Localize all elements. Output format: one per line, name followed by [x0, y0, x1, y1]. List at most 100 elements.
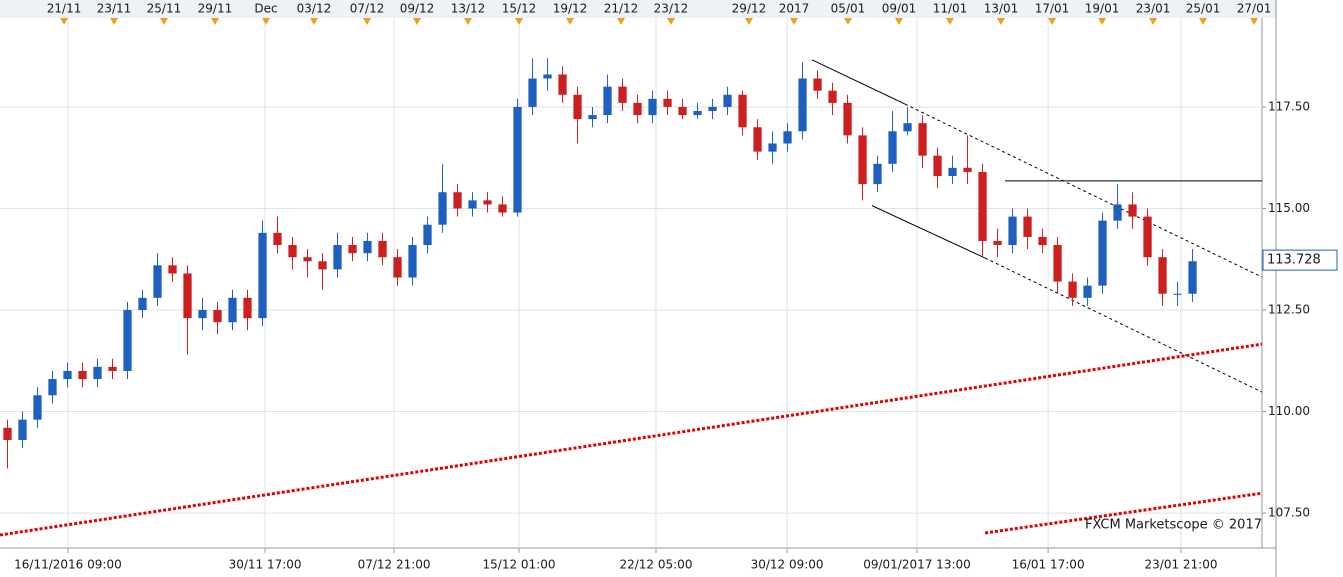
top-tick-label: 19/12 [553, 2, 588, 16]
candle-body [723, 94, 732, 107]
candle-body [153, 265, 162, 298]
top-tick-label: 15/12 [502, 2, 537, 16]
candle-body [498, 204, 507, 213]
candle-body [78, 370, 87, 380]
candle-body [363, 240, 372, 254]
top-tick-marker [1149, 18, 1158, 25]
top-tick-label: 05/01 [831, 2, 866, 16]
candle-body [648, 98, 657, 116]
top-tick-label: 2017 [779, 2, 810, 16]
top-tick-marker [945, 18, 954, 25]
candle-body [1008, 216, 1017, 246]
candle-body [48, 379, 57, 396]
x-tick-label: 30/11 17:00 [229, 558, 302, 572]
candle-body [198, 310, 207, 319]
candle-body [543, 74, 552, 79]
top-tick-marker [894, 18, 903, 25]
top-tick-label: 23/12 [654, 2, 689, 16]
candle-body [33, 395, 42, 420]
top-tick-marker [996, 18, 1005, 25]
candle-body [123, 310, 132, 371]
top-tick-marker [1098, 18, 1107, 25]
candle-body [1143, 216, 1152, 258]
top-tick-marker [1047, 18, 1056, 25]
trendline [871, 205, 986, 259]
top-tick-label: 17/01 [1035, 2, 1070, 16]
candle-body [18, 419, 27, 440]
top-tick-label: 03/12 [297, 2, 332, 16]
candle-body [843, 102, 852, 136]
candle-body [243, 297, 252, 319]
y-tick-label: 110.00 [1268, 404, 1310, 418]
candle-body [1158, 257, 1167, 294]
top-tick-label: 13/12 [451, 2, 486, 16]
top-tick-label: Dec [254, 2, 277, 16]
top-tick-marker [413, 18, 422, 25]
candle-body [753, 127, 762, 152]
candle-body [1053, 245, 1062, 282]
top-tick-marker [843, 18, 852, 25]
top-axis-band [0, 0, 1276, 18]
candle-body [3, 427, 12, 440]
candle-body [993, 240, 1002, 246]
top-tick-marker [1199, 18, 1208, 25]
candle-body [693, 111, 702, 116]
top-tick-marker [309, 18, 318, 25]
candle-body [273, 232, 282, 246]
candle-body [468, 200, 477, 209]
candle-body [228, 297, 237, 323]
candle-body [708, 106, 717, 112]
x-tick-label: 09/01/2017 13:00 [863, 558, 971, 572]
trendline [811, 59, 906, 105]
top-tick-label: 19/01 [1085, 2, 1120, 16]
y-tick-label: 112.50 [1268, 303, 1310, 317]
top-tick-marker [515, 18, 524, 25]
plot [0, 58, 1263, 537]
trendline [984, 491, 1263, 535]
last-price-tag [1262, 249, 1338, 271]
top-tick-label: 11/01 [933, 2, 968, 16]
candle-body [618, 86, 627, 103]
candle-body [1068, 281, 1077, 298]
candle-body [528, 78, 537, 107]
candle-body [603, 86, 612, 116]
candle-body [303, 257, 312, 262]
x-tick-label: 16/01 17:00 [1012, 558, 1085, 572]
top-tick-marker [617, 18, 626, 25]
top-tick-marker [363, 18, 372, 25]
candle-body [1038, 236, 1047, 246]
candle-body [318, 261, 327, 270]
candle-body [978, 171, 987, 241]
trendline [0, 342, 1263, 537]
candle-body [1083, 285, 1092, 298]
candle-body [1128, 204, 1137, 217]
top-tick-marker [261, 18, 270, 25]
candle-body [633, 102, 642, 116]
y-tick-label: 117.50 [1268, 99, 1310, 113]
candle-body [798, 78, 807, 132]
candle-body [663, 98, 672, 107]
candle-body [873, 163, 882, 185]
candle-body [903, 123, 912, 132]
top-tick-label: 23/01 [1136, 2, 1171, 16]
watermark: FXCM Marketscope © 2017 [1085, 518, 1262, 533]
candle-body [288, 245, 297, 258]
top-tick-marker [110, 18, 119, 25]
top-tick-label: 25/01 [1186, 2, 1221, 16]
candle-body [93, 366, 102, 380]
top-tick-label: 23/11 [97, 2, 132, 16]
x-tick-label: 07/12 21:00 [358, 558, 431, 572]
top-tick-label: 21/11 [47, 2, 82, 16]
candle-body [483, 200, 492, 205]
x-tick-label: 16/11/2016 09:00 [14, 558, 122, 572]
candle-body [348, 245, 357, 254]
y-tick-label: 107.50 [1268, 506, 1310, 520]
y-tick-label: 115.00 [1268, 201, 1310, 215]
candle-body [258, 232, 267, 319]
candle-body [438, 192, 447, 225]
trendline [904, 103, 1263, 278]
top-tick-marker [744, 18, 753, 25]
top-tick-label: 21/12 [604, 2, 639, 16]
candle-body [813, 78, 822, 91]
